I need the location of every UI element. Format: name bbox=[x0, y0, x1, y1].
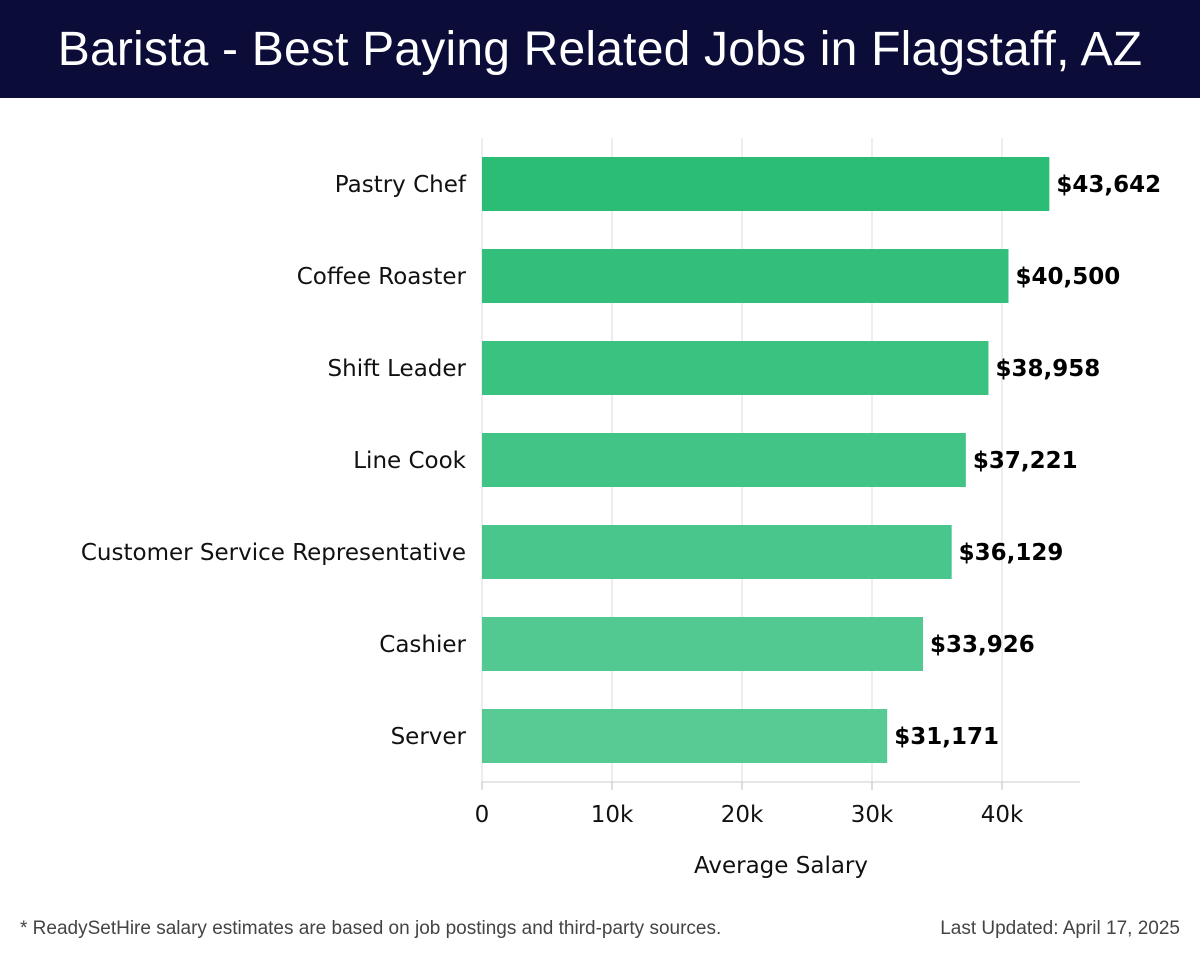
value-label: $43,642 bbox=[1056, 172, 1161, 198]
x-axis-title: Average Salary bbox=[694, 853, 868, 879]
value-label: $40,500 bbox=[1016, 264, 1121, 290]
category-label: Shift Leader bbox=[328, 356, 467, 382]
value-label: $31,171 bbox=[894, 724, 999, 750]
category-label: Line Cook bbox=[353, 448, 466, 474]
category-label: Pastry Chef bbox=[335, 172, 467, 198]
bar bbox=[482, 525, 952, 579]
bar bbox=[482, 709, 888, 763]
x-tick-label: 40k bbox=[981, 802, 1024, 828]
salary-bar-chart: Pastry Chef $43,642 Coffee Roaster $40,500 S… bbox=[81, 138, 1161, 879]
page-title: Barista - Best Paying Related Jobs in Fl… bbox=[57, 22, 1143, 76]
x-tick-label: 10k bbox=[591, 802, 634, 828]
last-updated: Last Updated: April 17, 2025 bbox=[940, 918, 1180, 939]
category-label: Coffee Roaster bbox=[297, 264, 467, 290]
bar bbox=[482, 617, 924, 671]
title-banner: Barista - Best Paying Related Jobs in Fl… bbox=[0, 0, 1200, 98]
x-tick-label: 0 bbox=[475, 802, 490, 828]
x-tick-label: 30k bbox=[851, 802, 894, 828]
x-axis: 0 10k 20k 30k 40k bbox=[475, 781, 1080, 828]
bar bbox=[482, 249, 1009, 303]
bar bbox=[482, 433, 966, 487]
category-label: Customer Service Representative bbox=[81, 540, 466, 566]
category-label: Server bbox=[391, 724, 467, 750]
value-label: $33,926 bbox=[930, 632, 1035, 658]
value-label: $38,958 bbox=[995, 356, 1100, 382]
bar bbox=[482, 157, 1050, 211]
bars: Pastry Chef $43,642 Coffee Roaster $40,500 S… bbox=[81, 157, 1161, 763]
value-label: $36,129 bbox=[959, 540, 1064, 566]
bar bbox=[482, 341, 989, 395]
footnote: * ReadySetHire salary estimates are base… bbox=[20, 918, 722, 939]
value-label: $37,221 bbox=[973, 448, 1078, 474]
category-label: Cashier bbox=[379, 632, 466, 658]
x-tick-label: 20k bbox=[721, 802, 764, 828]
